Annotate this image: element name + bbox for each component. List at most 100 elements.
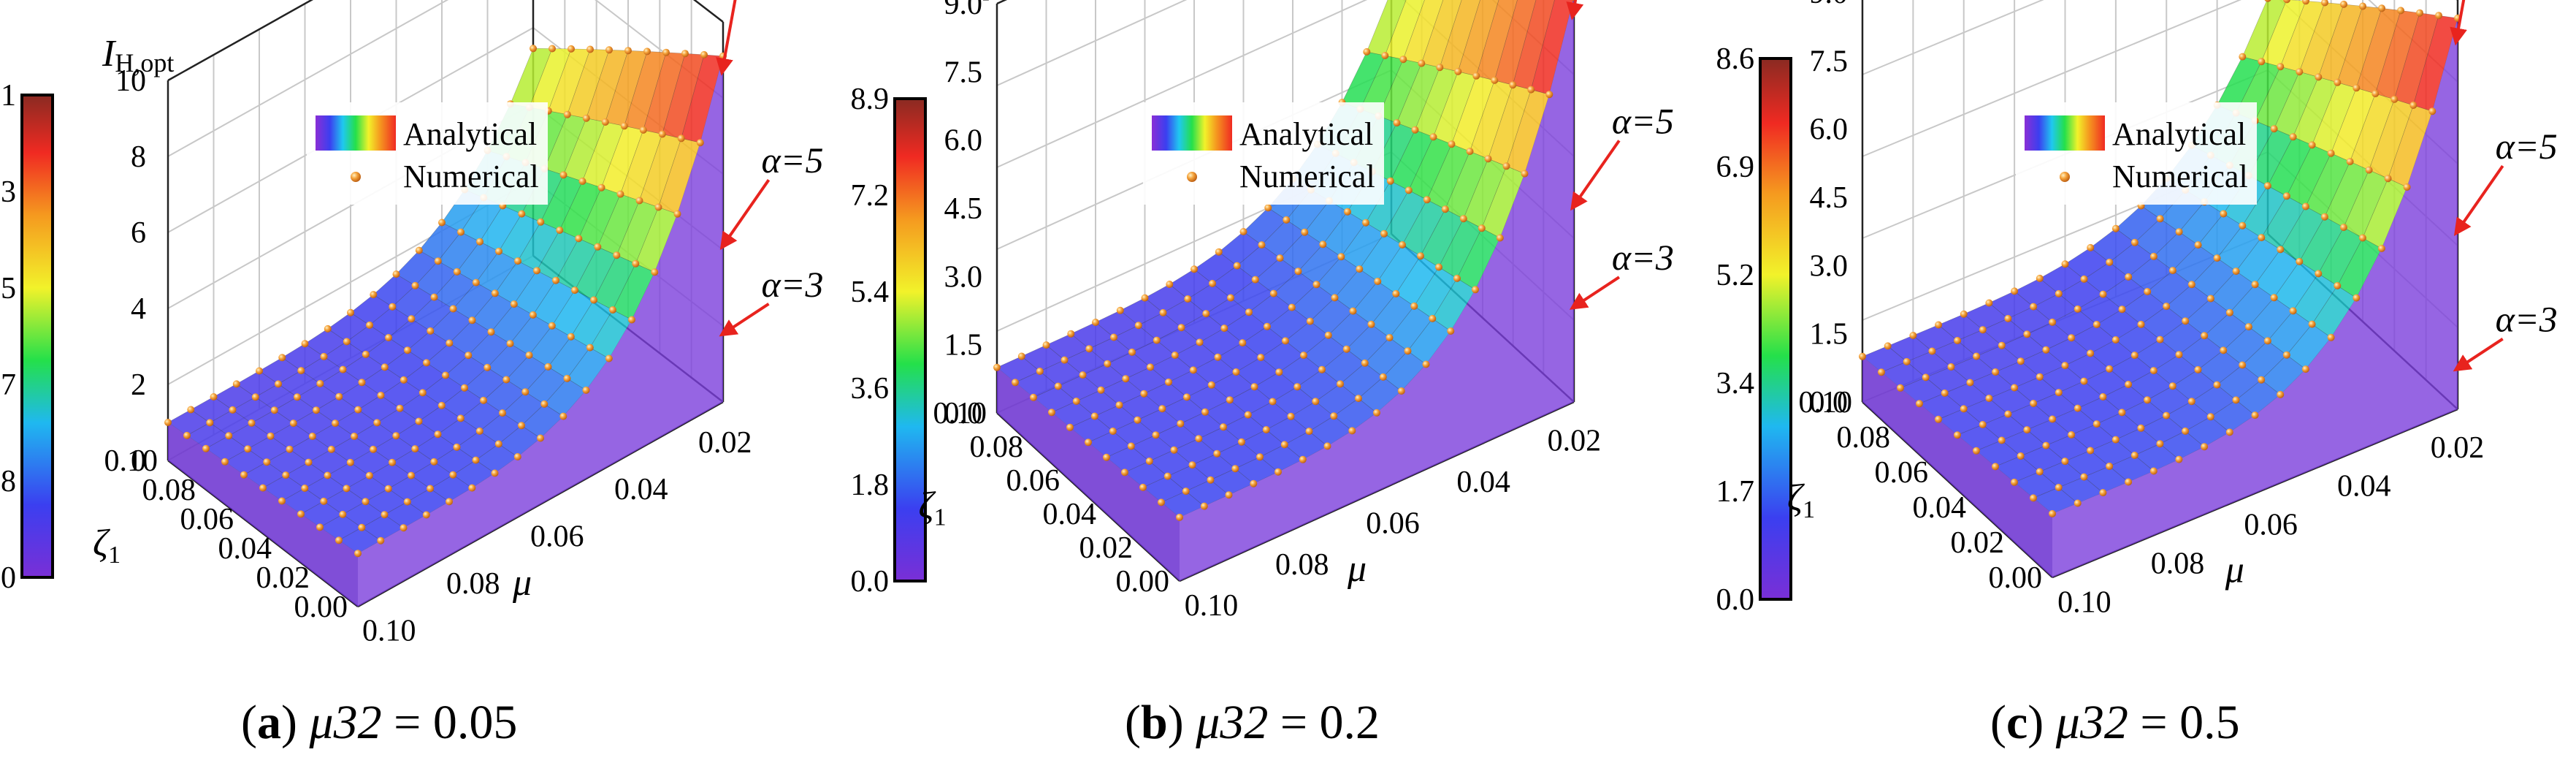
numerical-point (2092, 420, 2101, 428)
numerical-point (1196, 338, 1204, 346)
numerical-point (1128, 348, 1136, 356)
legend-analytical-swatch (2025, 115, 2105, 151)
numerical-point (1152, 431, 1160, 439)
numerical-point (1282, 337, 1289, 345)
numerical-point (2130, 238, 2139, 246)
numerical-point (1036, 368, 1044, 375)
colorbar-tick-label: 1.7 (1716, 475, 1755, 509)
annotations: α=8α=5α=3 (716, 0, 824, 337)
numerical-point (202, 444, 210, 452)
numerical-point (301, 340, 309, 348)
legend-analytical-swatch (316, 115, 396, 151)
zeta-tick-label: 0.06 (1006, 464, 1060, 498)
numerical-point (1897, 384, 1904, 392)
numerical-point (316, 379, 324, 387)
numerical-point (1447, 327, 1455, 335)
colorbar-tick-label: 9.1 (0, 79, 16, 113)
numerical-point (2277, 246, 2285, 254)
numerical-point (1207, 476, 1215, 484)
numerical-point (651, 268, 659, 276)
mu-ticks: 0.10 0.08 0.06 0.04 0.02 μ (2057, 431, 2484, 620)
numerical-point (480, 396, 487, 404)
numerical-point (1331, 294, 1339, 302)
legend: Analytical Numerical (307, 102, 548, 205)
annotation-arrow (719, 303, 770, 337)
numerical-point (2244, 323, 2252, 331)
numerical-point (1134, 322, 1142, 330)
numerical-point (1262, 426, 1270, 433)
numerical-point (632, 259, 640, 267)
annotation-arrow (1570, 140, 1621, 211)
z-tick-label: 0.0 (944, 397, 983, 430)
annotations: α=8α=5α=3 (1566, 0, 1674, 310)
numerical-point (210, 393, 218, 401)
numerical-point (286, 445, 294, 453)
numerical-point (2175, 351, 2183, 359)
numerical-point (389, 458, 396, 466)
numerical-point (537, 434, 544, 442)
zeta-tick-label: 0.00 (1116, 565, 1170, 599)
numerical-point (415, 246, 423, 254)
numerical-point (1362, 219, 1369, 227)
numerical-point (567, 333, 575, 341)
numerical-point (1190, 265, 1198, 273)
numerical-point (2017, 357, 2025, 365)
zeta-tick-label: 0.02 (256, 561, 310, 595)
numerical-point (1215, 248, 1223, 256)
numerical-point (2435, 12, 2442, 20)
numerical-point (1404, 347, 1412, 355)
numerical-point (1220, 423, 1227, 431)
numerical-point (1177, 420, 1185, 428)
caption-letter: ( (241, 696, 257, 749)
numerical-point (529, 311, 537, 319)
numerical-point (2106, 463, 2114, 470)
numerical-point (1502, 162, 1510, 170)
zeta-ticks: 0.100.080.060.040.020.00 ζ1 (1787, 386, 2042, 595)
numerical-point (411, 281, 419, 289)
numerical-point (1288, 303, 1296, 311)
numerical-point (1293, 383, 1302, 391)
numerical-point (1373, 409, 1380, 417)
numerical-point (1085, 439, 1092, 447)
numerical-point (2371, 90, 2380, 98)
numerical-point (1294, 267, 1302, 276)
mu-axis-title: μ (2225, 550, 2244, 591)
numerical-point (2068, 334, 2076, 342)
numerical-point (1115, 401, 1123, 409)
numerical-point (2283, 0, 2290, 4)
numerical-point (240, 471, 248, 479)
numerical-point (366, 321, 373, 329)
numerical-point (2055, 289, 2063, 297)
numerical-point (427, 485, 434, 493)
numerical-point (1491, 76, 1499, 84)
zeta-tick-label: 0.08 (1837, 421, 1891, 455)
numerical-point (2137, 320, 2145, 328)
zeta-tick-label: 0.02 (1079, 531, 1134, 565)
numerical-point (530, 45, 537, 53)
zeta-axis-title-sub: 1 (1803, 496, 1815, 523)
numerical-point (502, 376, 511, 384)
numerical-point (2004, 410, 2012, 418)
numerical-point (2074, 404, 2082, 412)
numerical-point (1122, 375, 1130, 383)
annotation-label: α=5 (2496, 126, 2558, 167)
numerical-point (1928, 347, 1936, 355)
colorbar-tick-label: 1.8 (0, 465, 16, 498)
numerical-point (1202, 310, 1210, 318)
numerical-point (2011, 384, 2019, 392)
numerical-point (1264, 322, 1271, 330)
numerical-point (1251, 276, 1259, 284)
numerical-point (475, 427, 484, 435)
numerical-point (446, 339, 454, 347)
numerical-point (297, 367, 305, 375)
numerical-point (297, 510, 305, 518)
numerical-point (2092, 321, 2101, 328)
numerical-point (2156, 215, 2164, 223)
numerical-point (400, 376, 408, 384)
mu-tick-label: 0.06 (1366, 506, 1420, 540)
numerical-point (465, 352, 473, 360)
mu-tick-label: 0.08 (1275, 548, 1329, 582)
numerical-point (993, 363, 1001, 371)
colorbar-tick-label: 3.4 (1716, 367, 1755, 401)
